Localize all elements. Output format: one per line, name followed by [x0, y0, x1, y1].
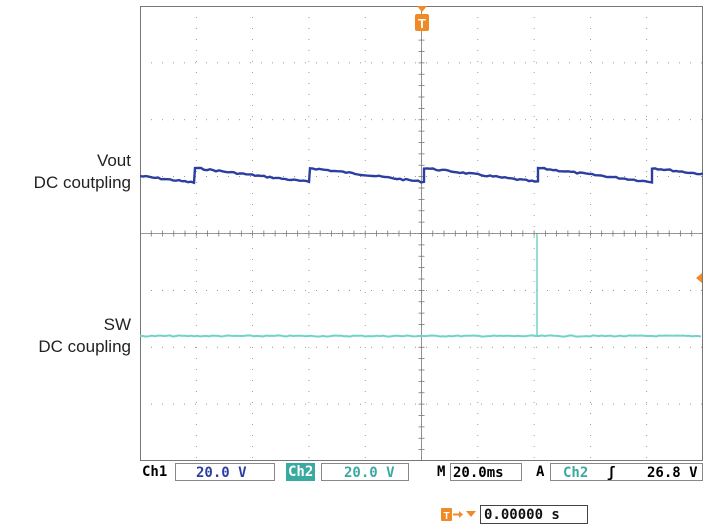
ch2-waveform — [140, 334, 702, 338]
ch1-name: Vout — [96, 151, 131, 170]
ch2-scale: 20.0 V — [344, 465, 395, 481]
timebase-box[interactable]: 20.0ms — [450, 463, 522, 481]
ch1-coupling: DC coutpling — [33, 173, 131, 192]
trigger-position-value[interactable]: 0.00000 s — [480, 505, 588, 524]
graticule — [140, 6, 703, 461]
trigger-marker-label: T — [418, 16, 426, 31]
ch2-scale-box[interactable]: 20.0 V — [321, 463, 409, 481]
trigger-mode: A — [536, 464, 545, 480]
ch1-scale-box[interactable]: 20.0 V — [175, 463, 275, 481]
trigger-position-readout: T 0.00000 s — [440, 505, 588, 525]
trigger-box[interactable]: Ch2 ʃ 26.8 V — [550, 463, 703, 481]
scope-display: T — [140, 6, 703, 461]
ch1-waveform — [140, 166, 703, 185]
trigger-slope-icon: ʃ — [607, 465, 616, 481]
trigger-position-icon: T — [441, 508, 476, 522]
timebase-label: M — [437, 464, 446, 480]
timebase-value: 20.0ms — [453, 465, 504, 481]
ch1-tag[interactable]: Ch1 — [142, 464, 168, 480]
ch2-tag[interactable]: Ch2 — [286, 463, 316, 481]
ch1-scale: 20.0 V — [196, 465, 247, 481]
ch2-coupling: DC coupling — [38, 337, 131, 356]
ch2-label: SW DC coupling — [38, 314, 131, 358]
ch2-name: SW — [103, 315, 131, 334]
status-bar: Ch1 20.0 V Ch2 20.0 V M 20.0ms A Ch2 ʃ 2… — [140, 462, 703, 484]
trigger-position-marker[interactable]: T — [415, 6, 429, 31]
trigger-level-arrow[interactable] — [696, 273, 702, 283]
svg-text:T: T — [443, 511, 449, 522]
trigger-level: 26.8 V — [647, 465, 698, 481]
trigger-source: Ch2 — [563, 465, 589, 481]
ch1-label: Vout DC coutpling — [34, 150, 131, 194]
